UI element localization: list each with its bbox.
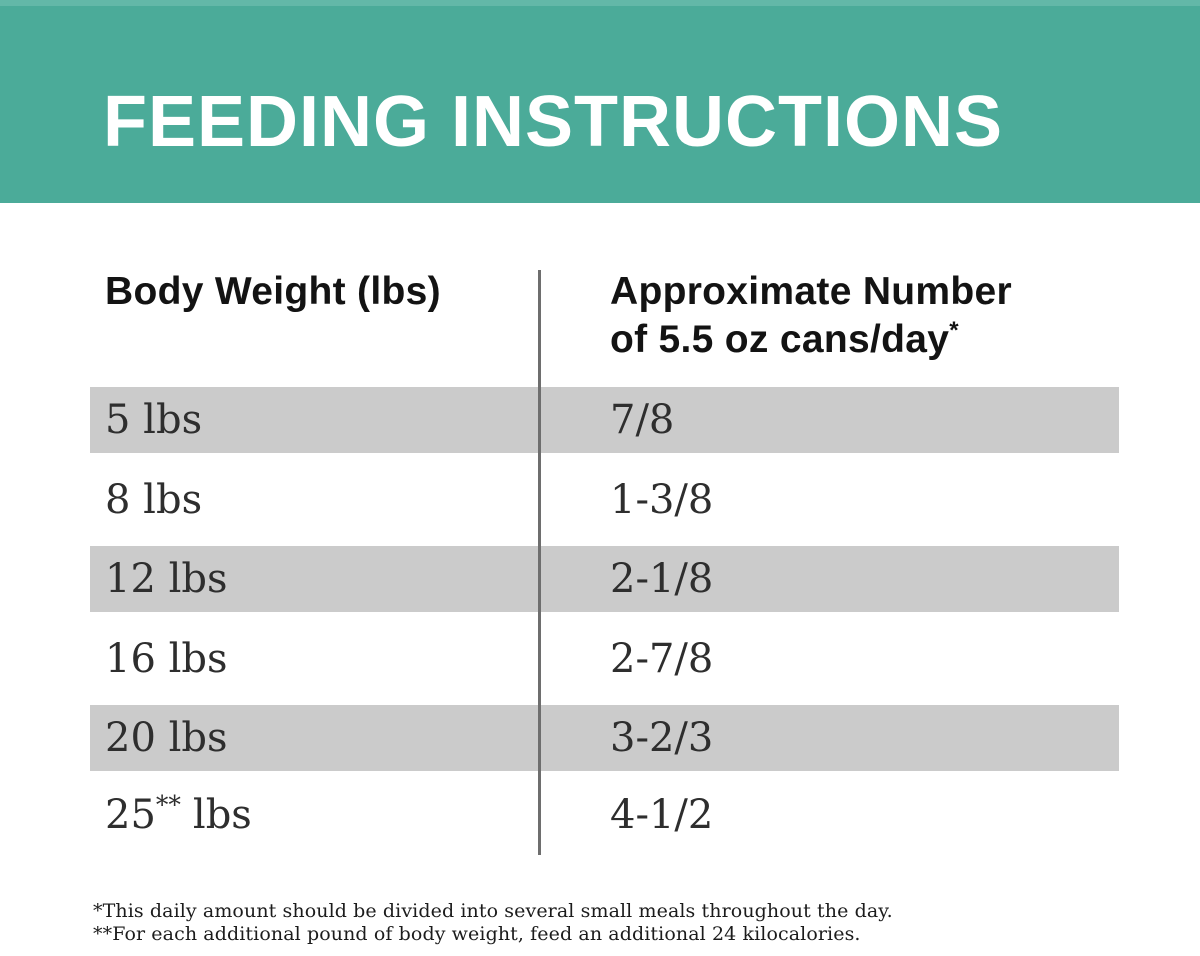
body-weight-cell: 5 lbs — [105, 397, 203, 443]
table-row: 8 lbs 1-3/8 — [90, 453, 1119, 546]
body-weight-cell: 20 lbs — [105, 715, 228, 761]
footnotes: *This daily amount should be divided int… — [93, 900, 893, 946]
cans-per-day-cell: 2-7/8 — [610, 635, 714, 682]
feeding-table: Body Weight (lbs) Approximate Number of … — [90, 268, 1119, 859]
cans-per-day-cell: 1-3/8 — [610, 476, 714, 523]
double-asterisk-marker: ** — [155, 790, 181, 820]
column-header-line1: Approximate Number — [610, 270, 1012, 313]
footnote-single-asterisk: *This daily amount should be divided int… — [93, 900, 893, 922]
asterisk-marker: * — [949, 316, 959, 344]
body-weight-cell: 25** lbs — [90, 792, 538, 838]
table-row: 5 lbs 7/8 — [90, 387, 1119, 453]
column-header-body-weight: Body Weight (lbs) — [105, 270, 441, 313]
footnote-double-asterisk: **For each additional pound of body weig… — [93, 923, 861, 945]
table-row: 12 lbs 2-1/8 — [90, 546, 1119, 612]
table-row: 25** lbs 4-1/2 — [90, 771, 1119, 859]
body-weight-cell: 12 lbs — [105, 556, 228, 602]
weight-value: 25 — [105, 792, 156, 838]
header-banner: FEEDING INSTRUCTIONS — [0, 0, 1200, 203]
column-divider — [538, 270, 541, 855]
table-row: 16 lbs 2-7/8 — [90, 612, 1119, 705]
body-weight-cell: 8 lbs — [105, 476, 203, 523]
table-header-row: Body Weight (lbs) Approximate Number of … — [90, 268, 1119, 387]
cans-per-day-cell: 7/8 — [610, 397, 675, 443]
page-title: FEEDING INSTRUCTIONS — [103, 82, 1004, 162]
column-header-cans-per-day: Approximate Number of 5.5 oz cans/day* — [538, 268, 1012, 363]
cans-per-day-cell: 4-1/2 — [610, 792, 714, 838]
cans-per-day-cell: 2-1/8 — [610, 556, 714, 602]
column-header-line2: of 5.5 oz cans/day* — [610, 316, 959, 361]
cans-per-day-cell: 3-2/3 — [610, 715, 714, 761]
table-row: 20 lbs 3-2/3 — [90, 705, 1119, 771]
body-weight-cell: 16 lbs — [105, 635, 228, 682]
weight-unit: lbs — [192, 792, 252, 838]
